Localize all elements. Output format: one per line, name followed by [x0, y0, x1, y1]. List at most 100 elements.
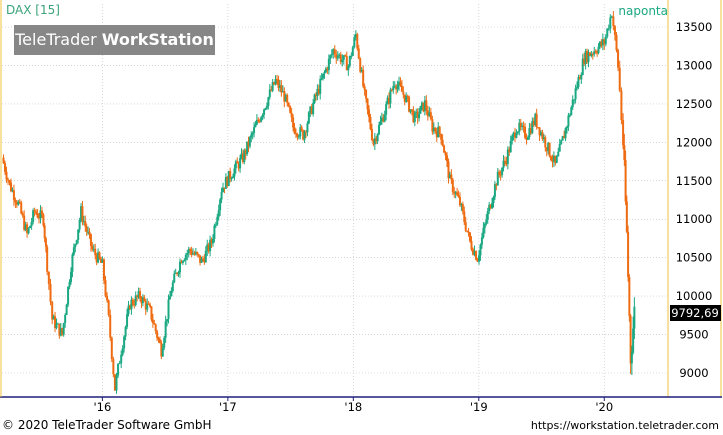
candle-down: [98, 252, 101, 259]
candle-down: [440, 133, 443, 140]
candle-up: [71, 254, 74, 272]
candle-up: [284, 95, 287, 102]
candle-up: [324, 68, 327, 73]
candle-up: [415, 111, 418, 114]
candle-up: [234, 161, 237, 169]
candle-down: [467, 231, 470, 233]
candle-up: [601, 39, 604, 46]
candle-down: [357, 48, 360, 59]
x-tick-label: '19: [470, 400, 488, 414]
candle-up: [413, 113, 416, 122]
candle-down: [203, 258, 206, 263]
candle-down: [444, 152, 447, 156]
candle-up: [251, 133, 254, 135]
candle-up: [518, 122, 521, 132]
candle-up: [480, 237, 483, 245]
candle-down: [345, 56, 348, 71]
candle-up: [542, 137, 545, 140]
candle-up: [65, 304, 68, 315]
candle-up: [528, 128, 531, 138]
y-tick-label: 12000: [676, 135, 713, 149]
candle-up: [274, 79, 277, 85]
candle-down: [522, 125, 525, 127]
candle-up: [194, 252, 197, 255]
candle-up: [454, 192, 457, 194]
candle-down: [596, 52, 599, 54]
candle-up: [478, 255, 481, 262]
candle-up: [419, 105, 422, 114]
candle-up: [166, 319, 169, 322]
candle-down: [8, 180, 11, 183]
candle-up: [56, 323, 59, 325]
candle-up: [255, 119, 258, 125]
candle-down: [81, 206, 84, 222]
candle-down: [499, 174, 502, 176]
candle-down: [406, 96, 409, 98]
candle-up: [423, 100, 426, 112]
candle-down: [131, 299, 134, 305]
candle-down: [503, 160, 506, 162]
candle-up: [163, 337, 166, 348]
candle-up: [173, 273, 176, 283]
candle-down: [400, 85, 403, 92]
candle-up: [184, 254, 187, 261]
candle-up: [243, 150, 246, 162]
candle-down: [158, 339, 161, 343]
candle-down: [583, 58, 586, 65]
copyright-text: © 2020 TeleTrader Software GmbH: [2, 418, 212, 432]
candle-down: [12, 190, 15, 201]
candle-down: [416, 111, 419, 119]
candle-down: [591, 53, 594, 55]
candle-down: [150, 306, 153, 320]
candle-up: [385, 104, 388, 115]
candle-down: [333, 49, 336, 55]
instrument-title[interactable]: DAX [15]: [6, 3, 60, 17]
candle-down: [176, 272, 179, 275]
candle-up: [581, 58, 584, 75]
candle-up: [534, 113, 537, 125]
candle-down: [277, 79, 280, 88]
timeframe-label[interactable]: naponta: [618, 4, 668, 18]
candle-up: [264, 108, 267, 110]
candle-up: [379, 121, 382, 125]
candle-up: [68, 281, 71, 287]
candle-up: [55, 323, 58, 329]
candle-down: [443, 145, 446, 153]
candle-down: [275, 79, 278, 81]
candle-down: [258, 120, 261, 122]
candle-up: [213, 225, 216, 239]
candle-up: [392, 86, 395, 91]
candle-down: [453, 192, 456, 194]
candle-down: [296, 133, 299, 137]
candle-down: [629, 315, 632, 364]
candle-down: [140, 298, 143, 304]
candle-down: [446, 155, 449, 162]
candle-up: [178, 261, 181, 273]
candle-up: [77, 229, 80, 241]
candle-down: [425, 100, 428, 111]
source-url-link[interactable]: https://workstation.teletrader.com: [530, 419, 719, 432]
candle-up: [281, 90, 284, 93]
candle-down: [435, 131, 438, 138]
candle-up: [573, 99, 576, 101]
candle-down: [458, 196, 461, 206]
candle-down: [190, 250, 193, 255]
candle-down: [18, 201, 21, 203]
candle-up: [584, 51, 587, 65]
candle-up: [555, 156, 558, 163]
candle-down: [412, 110, 415, 122]
candle-up: [610, 16, 613, 18]
candle-up: [181, 261, 184, 264]
candle-down: [403, 94, 406, 102]
candle-down: [628, 277, 631, 316]
candle-down: [372, 139, 375, 145]
candle-down: [257, 119, 260, 121]
candle-up: [206, 244, 209, 251]
candle-up: [577, 77, 580, 88]
candle-up: [62, 323, 65, 335]
candle-up: [515, 133, 518, 138]
candle-down: [495, 184, 498, 186]
candle-down: [369, 116, 372, 129]
candle-down: [58, 323, 61, 336]
candle-up: [516, 131, 519, 134]
